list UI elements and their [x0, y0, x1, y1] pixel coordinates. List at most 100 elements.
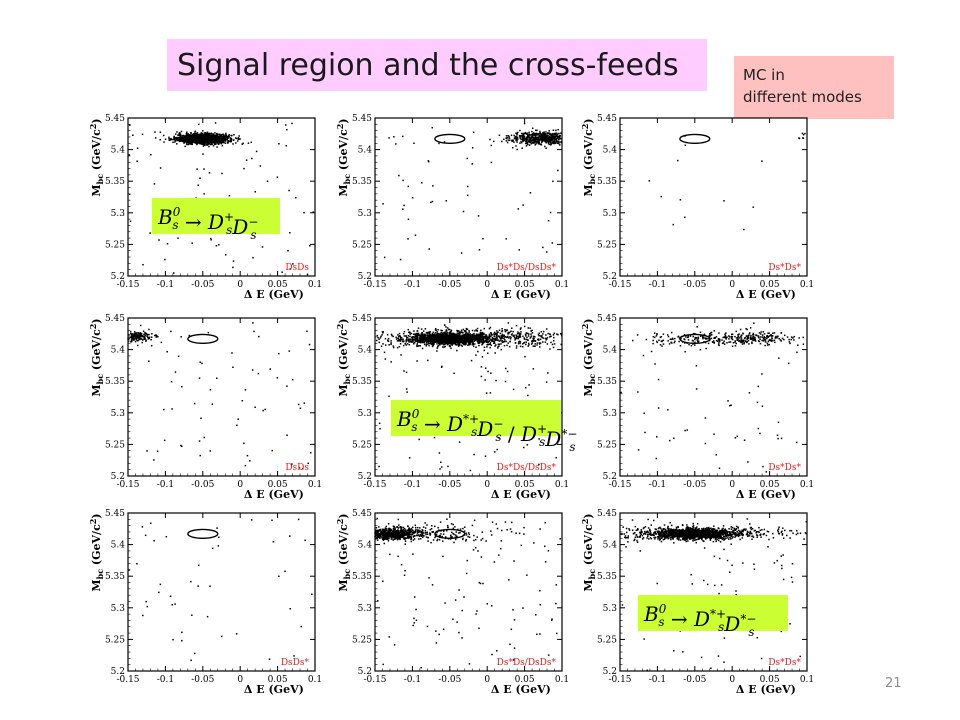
scatter-point: [560, 141, 563, 144]
scatter-points: [648, 132, 806, 231]
scatter-point: [549, 348, 551, 350]
scatter-point: [382, 343, 384, 345]
scatter-point: [514, 138, 516, 140]
scatter-point: [463, 334, 466, 336]
scatter-point: [392, 345, 395, 347]
scatter-point: [672, 223, 675, 226]
scatter-point: [226, 138, 229, 141]
scatter-point: [153, 334, 156, 337]
scatter-point: [178, 134, 180, 136]
scatter-point: [544, 133, 547, 136]
scatter-point: [201, 135, 203, 138]
formula-part: D: [207, 210, 224, 234]
scatter-point: [445, 336, 448, 338]
scatter-point: [400, 336, 403, 339]
scatter-point: [137, 334, 139, 336]
scatter-point: [802, 133, 805, 136]
scatter-point: [432, 342, 434, 344]
scatter-point: [519, 135, 522, 137]
scatter-point: [409, 340, 411, 343]
scatter-point: [426, 337, 428, 340]
scatter-point: [555, 134, 557, 136]
scatter-point: [413, 142, 415, 145]
scatter-point: [478, 342, 481, 344]
scatter-point: [493, 451, 496, 453]
scatter-point: [443, 141, 446, 143]
scatter-point: [466, 157, 468, 160]
scatter-point: [421, 341, 423, 344]
scatter-point: [477, 341, 479, 343]
scatter-point: [501, 334, 504, 336]
scatter-point: [421, 333, 424, 336]
scatter-point: [547, 132, 549, 134]
scatter-point: [449, 336, 451, 338]
scatter-point: [445, 337, 447, 339]
scatter-point: [545, 136, 547, 139]
y-axis-label-part: ): [582, 118, 595, 123]
scatter-point: [471, 335, 474, 337]
scatter-point: [447, 465, 449, 468]
scatter-point: [471, 343, 474, 346]
scatter-point: [435, 339, 437, 342]
scatter-point: [488, 336, 491, 338]
scatter-point: [515, 138, 518, 140]
scatter-point: [193, 402, 196, 405]
scatter-point: [417, 332, 419, 335]
scatter-point: [402, 179, 404, 182]
scatter-point: [454, 335, 456, 337]
scatter-point: [486, 344, 489, 346]
scatter-point: [383, 351, 386, 354]
scatter-point: [534, 132, 536, 135]
scatter-point: [409, 339, 412, 341]
scatter-point: [171, 408, 173, 410]
scatter-point: [390, 340, 392, 342]
scatter-point: [457, 341, 459, 344]
scatter-point: [428, 332, 431, 335]
scatter-point: [443, 334, 445, 336]
scatter-point: [381, 334, 383, 336]
scatter-point: [531, 329, 533, 332]
scatter-point: [546, 343, 549, 345]
scatter-point: [428, 331, 431, 333]
x-tick-label: 0.1: [800, 280, 814, 290]
scatter-point: [543, 131, 545, 133]
y-axis-label-part: (GeV/c: [90, 129, 103, 174]
scatter-point: [127, 338, 130, 341]
scatter-point: [140, 332, 143, 335]
formula-part: s: [495, 430, 501, 444]
scatter-point: [426, 332, 429, 334]
scatter-point: [412, 338, 414, 340]
scatter-point: [510, 330, 512, 332]
scatter-point: [555, 456, 557, 459]
scatter-point: [505, 238, 507, 240]
x-tick-label: -0.05: [191, 480, 214, 490]
scatter-point: [507, 134, 509, 137]
scatter-point: [429, 336, 431, 339]
scatter-point: [442, 332, 444, 334]
scatter-point: [441, 335, 444, 338]
x-tick-label: 0: [484, 280, 490, 290]
y-tick-label: 5.3: [358, 409, 373, 419]
scatter-point: [551, 242, 554, 244]
scatter-point: [536, 129, 538, 132]
scatter-point: [470, 340, 472, 342]
scatter-point: [463, 335, 466, 337]
scatter-point: [478, 335, 481, 337]
scatter-point: [133, 339, 135, 341]
scatter-point: [128, 154, 131, 156]
scatter-point: [449, 342, 451, 344]
scatter-point: [187, 141, 190, 144]
scatter-point: [297, 403, 300, 406]
scatter-point: [480, 341, 482, 343]
scatter-point: [537, 134, 539, 136]
scatter-point: [506, 137, 509, 139]
formula-part: B: [157, 205, 173, 229]
scatter-point: [523, 325, 526, 328]
scatter-point: [392, 335, 394, 338]
formula-part: s: [411, 420, 417, 434]
scatter-point: [472, 341, 474, 344]
scatter-point: [463, 336, 466, 338]
y-axis-label: Mbc (GeV/c2): [335, 318, 352, 396]
scatter-point: [446, 330, 448, 332]
